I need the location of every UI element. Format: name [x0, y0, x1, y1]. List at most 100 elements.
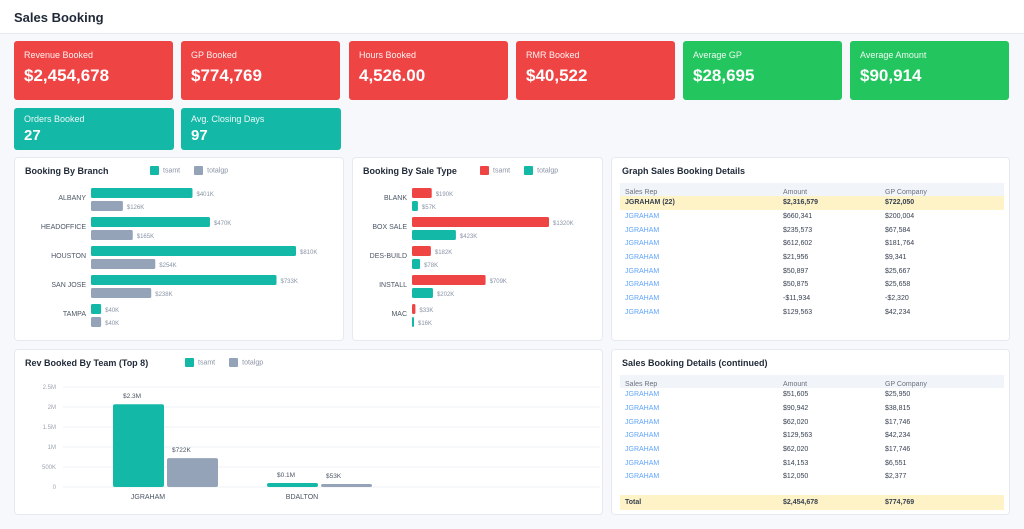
col-amount[interactable]: Amount — [778, 375, 880, 388]
bar-tsamt — [412, 275, 486, 285]
legend-swatch — [194, 166, 204, 175]
legend-item-tsamt[interactable]: tsamt — [185, 358, 215, 367]
legend-label: tsamt — [163, 167, 181, 175]
data-label: $470K — [214, 221, 231, 227]
table-title: Sales Booking Details (continued) — [622, 358, 768, 368]
kpi-label: GP Booked — [191, 50, 237, 60]
booking-by-sale-type-panel: Booking By Sale Type tsamt totalgp BLANK $… — [352, 157, 603, 341]
sales-rep-link[interactable]: JGRAHAM — [625, 418, 660, 426]
y-tick-label: 2.5M — [43, 385, 56, 391]
sales-rep-link[interactable]: JGRAHAM — [625, 391, 660, 399]
data-label: $40K — [105, 321, 119, 327]
sales-rep-link[interactable]: JGRAHAM — [625, 459, 660, 467]
category-label: BLANK — [384, 195, 407, 202]
data-label: $254K — [159, 263, 176, 269]
gp-company: $42,234 — [885, 308, 911, 316]
sales-rep-link[interactable]: JGRAHAM — [625, 240, 660, 248]
bar-tsamt — [91, 304, 102, 314]
kpi-value: $40,522 — [526, 66, 588, 85]
bar-totalgp — [412, 259, 421, 269]
legend-item-tsamt[interactable]: tsamt — [150, 166, 180, 175]
legend-item-totalgp[interactable]: totalgp — [524, 166, 558, 175]
category-label: SAN JOSE — [51, 282, 86, 289]
data-label: $810K — [300, 250, 317, 256]
kpi-card: Hours Booked 4,526.00 — [349, 41, 508, 100]
sales-rep-link[interactable]: JGRAHAM — [625, 308, 660, 316]
col-amount[interactable]: Amount — [778, 183, 880, 196]
col-gp-company[interactable]: GP Company — [880, 183, 1004, 196]
amount: $50,875 — [783, 281, 809, 289]
amount: $129,563 — [783, 432, 813, 440]
gp-company: $17,746 — [885, 418, 911, 426]
chart-title: Rev Booked By Team (Top 8) — [25, 358, 149, 368]
legend-label: totalgp — [537, 167, 559, 175]
amount: $235,573 — [783, 226, 813, 234]
category-label: ALBANY — [58, 195, 86, 202]
bar-tsamt — [91, 217, 210, 227]
bar-totalgp — [167, 458, 218, 487]
bar-totalgp — [321, 484, 372, 487]
category-label: HEADOFFICE — [41, 224, 86, 231]
total-gp: $774,769 — [880, 495, 1004, 510]
legend-item-totalgp[interactable]: totalgp — [194, 166, 228, 175]
continued-table: Sales Rep Amount GP Company JGRAHAM $51,6… — [620, 375, 1004, 484]
group-amount: $2,316,579 — [778, 196, 880, 210]
amount: $660,341 — [783, 213, 813, 221]
kpi-value: 4,526.00 — [359, 66, 426, 85]
gp-company: $25,658 — [885, 281, 911, 289]
gp-company: $200,004 — [885, 213, 915, 221]
kpi-card: Average Amount $90,914 — [850, 41, 1009, 100]
col-gp-company[interactable]: GP Company — [880, 375, 1004, 388]
sales-rep-link[interactable]: JGRAHAM — [625, 405, 660, 413]
data-label: $401K — [196, 192, 213, 198]
amount: -$11,934 — [783, 295, 811, 303]
col-sales-rep[interactable]: Sales Rep — [620, 375, 778, 388]
data-label: $190K — [436, 192, 453, 198]
table-row: JGRAHAM $21,956 $9,341 — [620, 251, 1004, 265]
sales-rep-link[interactable]: JGRAHAM — [625, 226, 660, 234]
chart-title: Booking By Sale Type — [363, 166, 457, 176]
sales-rep-link[interactable]: JGRAHAM — [625, 432, 660, 440]
category-label: INSTALL — [379, 282, 407, 289]
amount: $612,602 — [783, 240, 813, 248]
kpi-card: Average GP $28,695 — [683, 41, 842, 100]
table-row: JGRAHAM $62,020 $17,746 — [620, 443, 1004, 457]
rev-booked-by-team-panel: Rev Booked By Team (Top 8) tsamt totalgp … — [14, 349, 603, 515]
graph-sales-booking-details-panel: Graph Sales Booking Details Sales Rep Am… — [611, 157, 1010, 341]
table-row: JGRAHAM -$11,934 -$2,320 — [620, 292, 1004, 306]
sales-rep-link[interactable]: JGRAHAM — [625, 213, 660, 221]
bar-totalgp — [412, 317, 414, 327]
data-label: $709K — [490, 279, 507, 285]
sales-rep-link[interactable]: JGRAHAM — [625, 267, 660, 275]
kpi-label: Revenue Booked — [24, 50, 94, 60]
data-label: $165K — [137, 234, 154, 240]
sales-rep-link[interactable]: JGRAHAM — [625, 446, 660, 454]
table-row: JGRAHAM $62,020 $17,746 — [620, 415, 1004, 429]
sales-rep-link[interactable]: JGRAHAM — [625, 473, 660, 481]
data-label: $78K — [424, 263, 438, 269]
amount: $90,942 — [783, 405, 809, 413]
group-row[interactable]: JGRAHAM (22) $2,316,579 $722,050 — [620, 196, 1004, 210]
total-table: Total $2,454,678 $774,769 — [620, 495, 1004, 510]
gp-company: $17,746 — [885, 446, 911, 454]
table-row: JGRAHAM $12,050 $2,377 — [620, 470, 1004, 484]
legend-item-tsamt[interactable]: tsamt — [480, 166, 510, 175]
legend-item-totalgp[interactable]: totalgp — [229, 358, 263, 367]
sales-rep-link[interactable]: JGRAHAM — [625, 254, 660, 262]
col-sales-rep[interactable]: Sales Rep — [620, 183, 778, 196]
bar-tsamt — [91, 246, 296, 256]
kpi-value: 27 — [24, 127, 41, 144]
legend-swatch — [229, 358, 239, 367]
sales-rep-link[interactable]: JGRAHAM — [625, 295, 660, 303]
y-tick-label: 0 — [53, 485, 57, 491]
kpi-value: 97 — [191, 127, 208, 144]
legend-swatch — [480, 166, 489, 175]
bar-totalgp — [91, 201, 123, 211]
data-label: $57K — [422, 205, 436, 211]
bar-tsamt — [267, 483, 318, 487]
total-amount: $2,454,678 — [778, 495, 880, 510]
gp-company: $67,584 — [885, 226, 911, 234]
amount: $62,020 — [783, 418, 809, 426]
sales-rep-link[interactable]: JGRAHAM — [625, 281, 660, 289]
kpi-label: Hours Booked — [359, 50, 417, 60]
